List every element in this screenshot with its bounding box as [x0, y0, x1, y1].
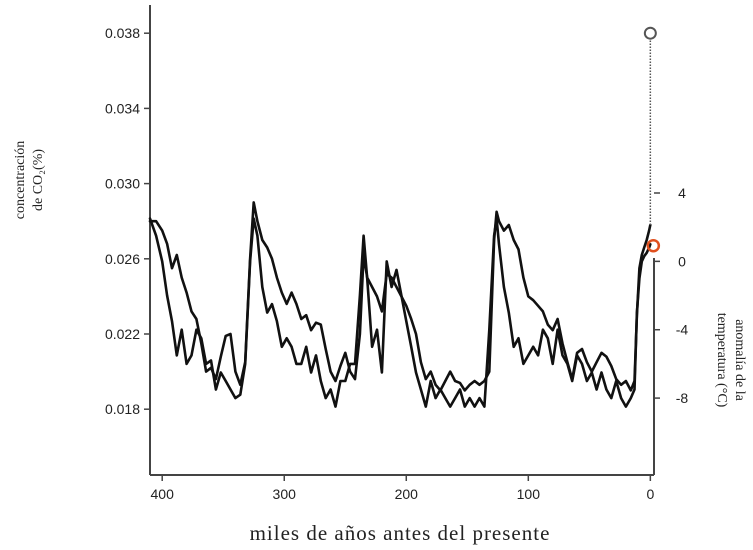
co2-tick-label: 0.030	[105, 176, 140, 192]
temperature-axis: 4 0 -4 -8	[653, 185, 689, 475]
co2-present-marker	[643, 26, 657, 40]
co2-tick-label: 0.026	[105, 251, 140, 267]
marker-layer	[643, 26, 661, 253]
temperature-tick-label: -8	[676, 390, 689, 406]
x-axis-title: miles de años antes del presente	[250, 521, 551, 545]
x-tick-label: 100	[517, 486, 541, 502]
x-tick-label: 200	[395, 486, 419, 502]
co2-tick-label: 0.022	[105, 326, 140, 342]
series-layer	[148, 201, 652, 408]
temperature-tick-label: 0	[678, 253, 686, 269]
temperature-series-line	[148, 217, 652, 408]
co2-axis-title-line2: de CO₂(%)	[31, 149, 46, 211]
co2-axis-title: concentración de CO₂(%)	[13, 141, 46, 220]
x-tick-label: 400	[151, 486, 175, 502]
co2-axis-title-line1: concentración	[13, 141, 28, 220]
temperature-axis-title-line1: anomalía de la	[732, 319, 747, 401]
co2-tick-label: 0.018	[105, 401, 140, 417]
temperature-axis-title-line2: temperatura (°C)	[714, 313, 729, 408]
co2-axis: 0.038 0.034 0.030 0.026 0.022 0.018	[105, 5, 151, 475]
temperature-tick-label: -4	[676, 322, 689, 338]
x-tick-label: 0	[646, 486, 654, 502]
co2-tick-label: 0.034	[105, 100, 140, 116]
temperature-axis-title: anomalía de la temperatura (°C)	[714, 313, 747, 408]
x-axis: 400 300 200 100 0	[150, 474, 654, 502]
temperature-tick-label: 4	[678, 185, 686, 201]
co2-tick-label: 0.038	[105, 25, 140, 41]
co2-series-line	[148, 201, 652, 392]
temperature-present-marker	[646, 238, 661, 253]
x-tick-label: 300	[273, 486, 297, 502]
